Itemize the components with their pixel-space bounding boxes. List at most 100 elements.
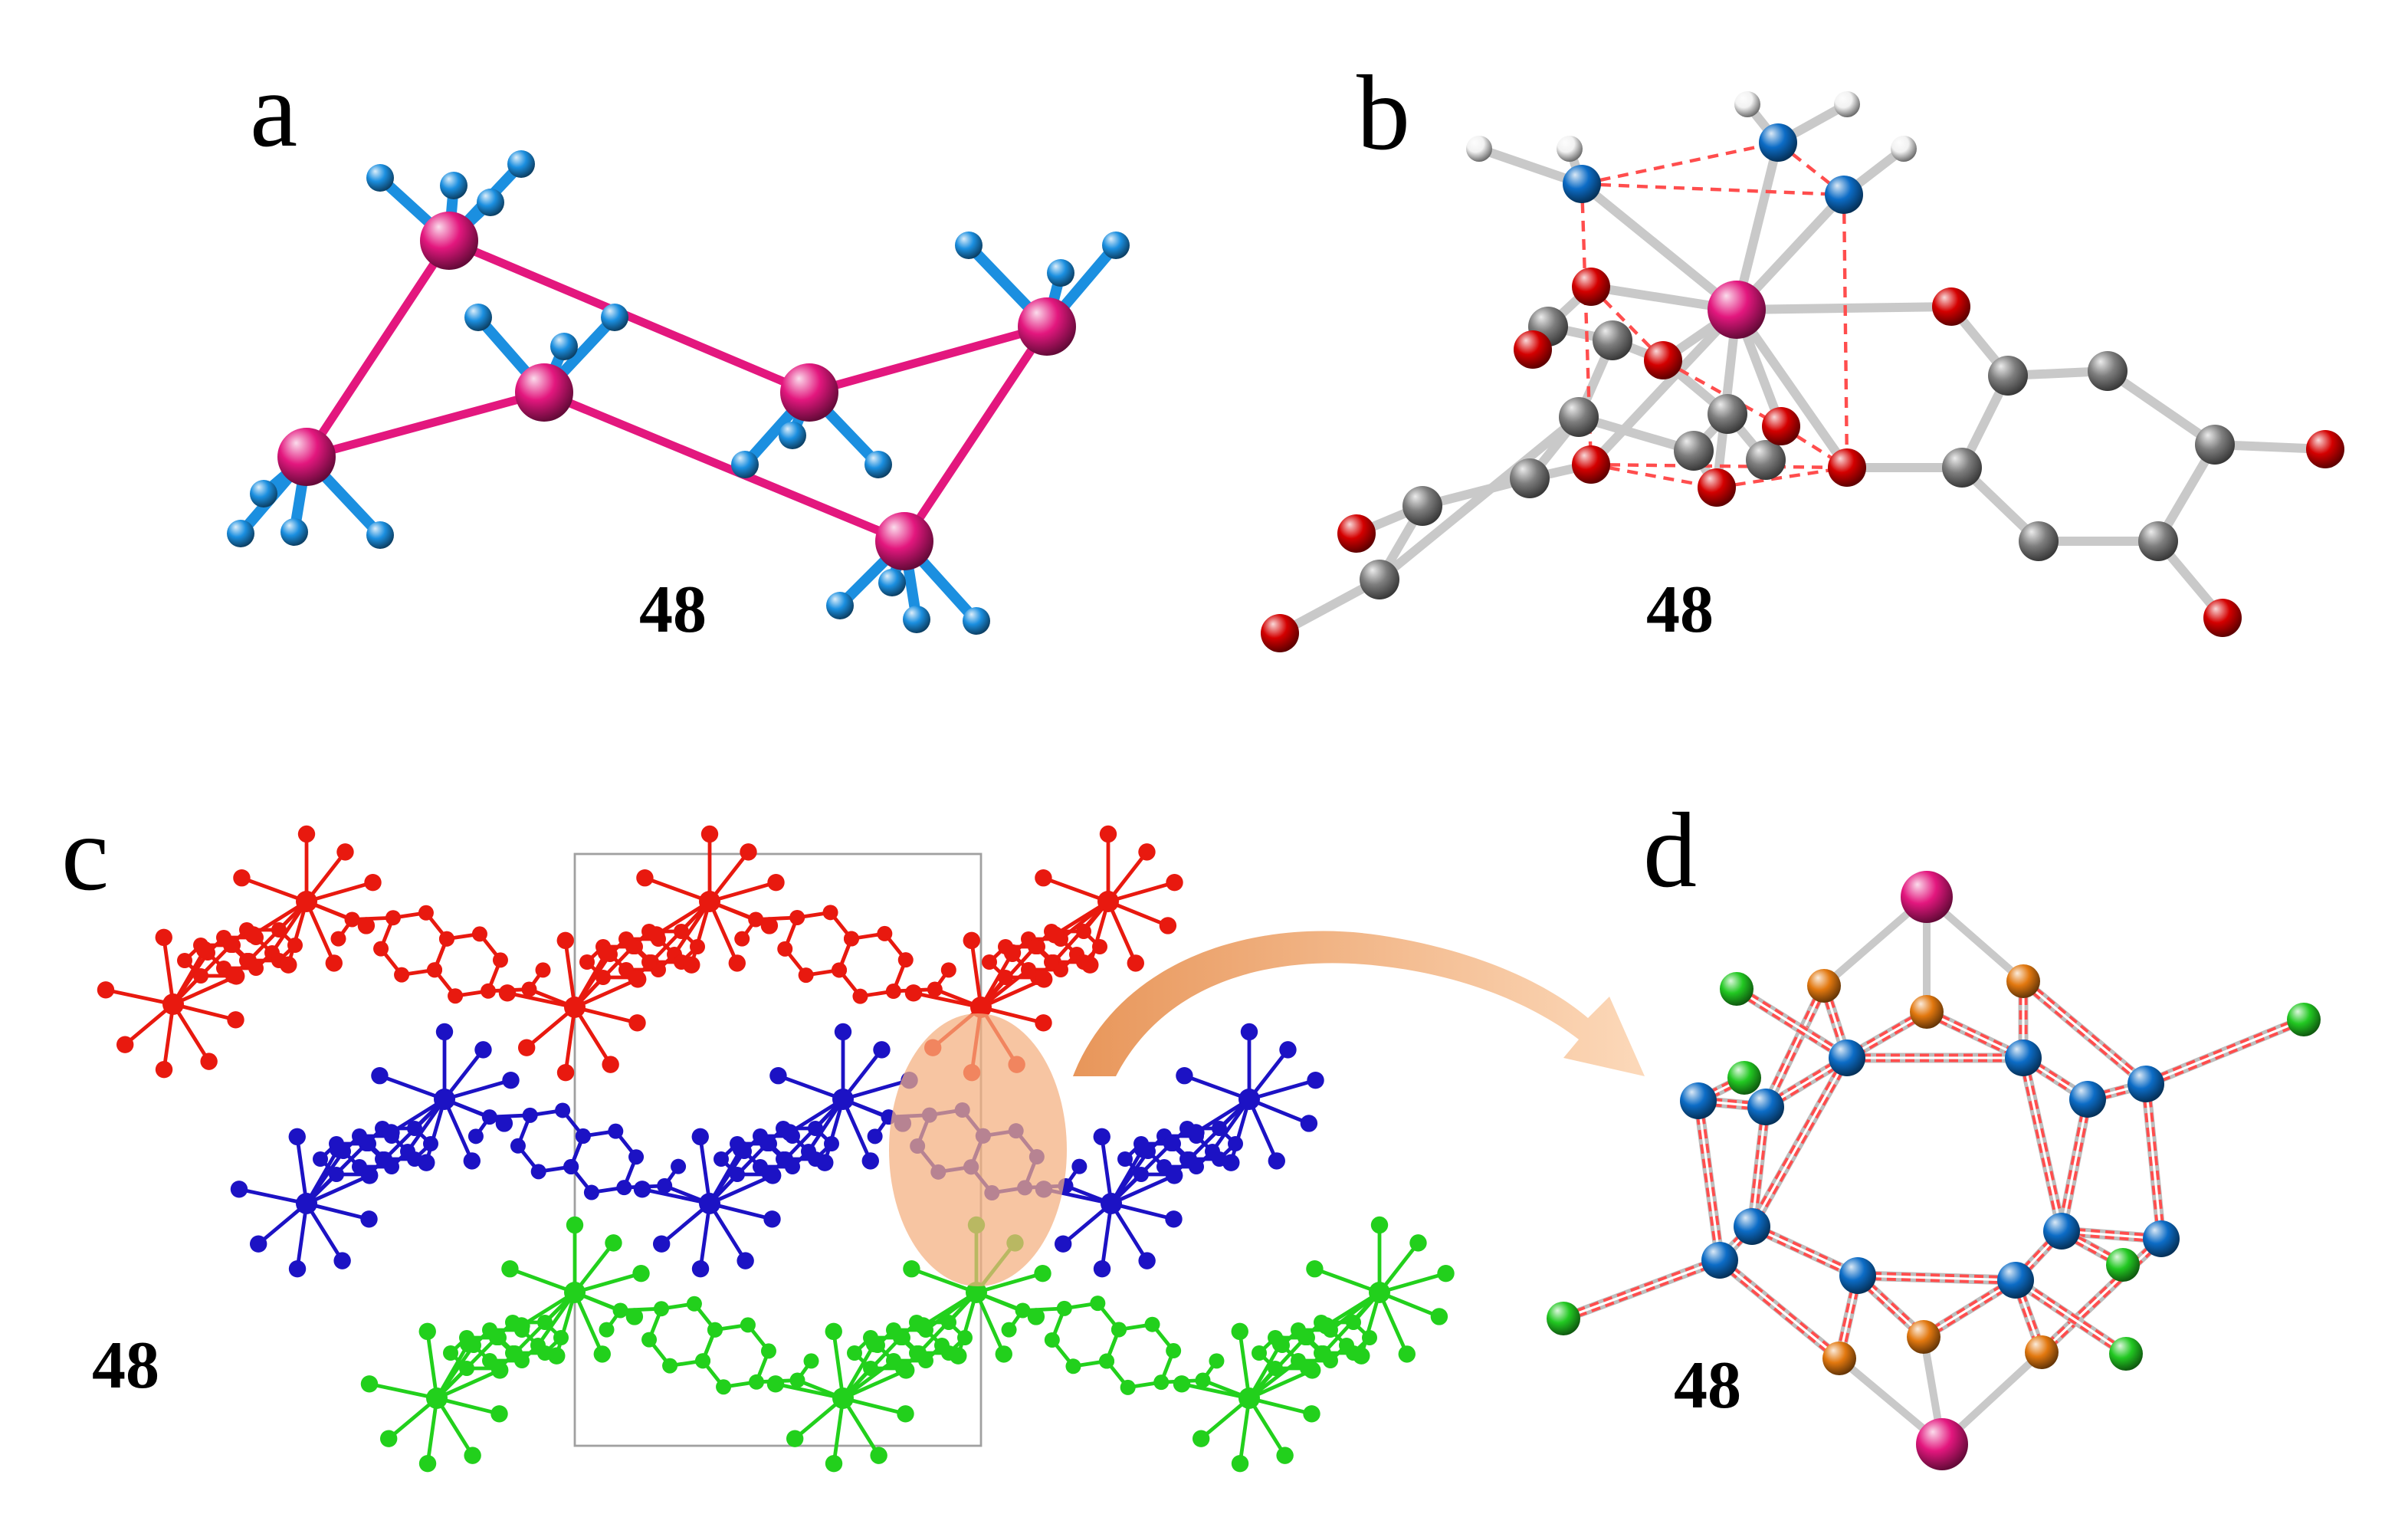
spoke-bond xyxy=(304,1201,345,1263)
red-atom xyxy=(1572,268,1610,306)
ring-atom xyxy=(641,954,657,970)
ring-atom xyxy=(1314,1345,1329,1361)
terminal-atom xyxy=(1138,1252,1156,1269)
magenta-atom xyxy=(1916,1418,1968,1470)
terminal-atom xyxy=(1093,1259,1111,1278)
terminal-atom xyxy=(963,931,980,950)
terminal-atom xyxy=(1370,1216,1389,1234)
red-dashed-line xyxy=(1581,140,1779,186)
terminal-atom xyxy=(1409,1234,1427,1252)
spoke-bond xyxy=(304,899,336,965)
panel-d: d 48 xyxy=(1547,791,2321,1470)
ring-atom xyxy=(537,1314,553,1330)
linker-atom xyxy=(927,981,943,997)
spoke-bond xyxy=(162,935,176,1007)
ring-atom xyxy=(789,909,805,925)
magenta-atom xyxy=(1901,871,1953,923)
terminal-atom xyxy=(491,1361,509,1379)
panel-c-label: c xyxy=(61,794,109,913)
spoke-bond xyxy=(1042,875,1111,904)
center-atom xyxy=(564,997,586,1018)
magenta-bond xyxy=(445,236,814,397)
spoke-bond xyxy=(698,1135,712,1206)
spoke-bond xyxy=(367,1381,439,1401)
ring-atom xyxy=(1111,1322,1127,1338)
terminal-atom xyxy=(825,1322,842,1341)
panel-d-structure xyxy=(1547,871,2321,1470)
terminal-atom xyxy=(1276,1447,1294,1464)
ring-atom xyxy=(1291,1353,1306,1369)
terminal-atom xyxy=(360,1375,379,1393)
terminal-atom xyxy=(325,954,343,972)
ring-atom xyxy=(716,1379,732,1395)
ring-atom xyxy=(714,1151,729,1167)
terminal-atom xyxy=(502,1071,520,1089)
spoke-bond xyxy=(563,938,577,1010)
terminal-atom xyxy=(288,1259,307,1278)
ring-atom xyxy=(1065,1358,1081,1374)
blue-atom xyxy=(477,189,504,216)
spoke-bond xyxy=(707,1173,775,1206)
red-dashed-line xyxy=(1590,462,1848,470)
grey-atom xyxy=(1510,458,1550,498)
grey-atom xyxy=(1360,560,1399,599)
ring-atom xyxy=(563,1158,579,1174)
ring-atom xyxy=(1090,1296,1106,1312)
terminal-atom xyxy=(566,1216,584,1234)
white-atom xyxy=(1557,136,1583,162)
terminal-atom xyxy=(1279,1041,1297,1059)
terminal-atom xyxy=(1187,1124,1205,1141)
center-atom xyxy=(832,1089,854,1110)
ring-atom xyxy=(1153,1374,1170,1391)
terminal-atom xyxy=(1099,825,1117,843)
terminal-atom xyxy=(593,1345,611,1363)
blue-atom xyxy=(1680,1082,1717,1119)
terminal-atom xyxy=(364,873,382,892)
center-atom xyxy=(1097,891,1119,912)
ring-atom xyxy=(625,939,641,954)
spoke-bond xyxy=(1088,899,1111,967)
terminal-atom xyxy=(379,1430,398,1447)
terminal-atom xyxy=(602,1056,619,1073)
center-atom xyxy=(970,997,992,1018)
spoke-bond xyxy=(572,1271,643,1295)
terminal-atom xyxy=(1307,1071,1324,1089)
ring-atom xyxy=(1252,1345,1267,1361)
ring-atom xyxy=(824,1136,839,1151)
terminal-atom xyxy=(297,825,316,843)
ring-atom xyxy=(579,954,595,970)
terminal-atom xyxy=(360,1210,378,1228)
center-atom xyxy=(1369,1282,1390,1303)
spoke-bond xyxy=(1238,1329,1252,1401)
ring-atom xyxy=(852,988,868,1004)
terminal-atom xyxy=(691,1259,710,1278)
terminal-atom xyxy=(548,1347,566,1365)
terminal-atom xyxy=(1303,1405,1320,1423)
spoke-bond xyxy=(1109,1201,1150,1263)
grey-atom xyxy=(1942,448,1982,488)
terminal-atom xyxy=(1240,1023,1258,1041)
terminal-atom xyxy=(195,941,214,959)
spoke-bond xyxy=(286,899,309,967)
ring-atom xyxy=(1179,1151,1195,1168)
terminal-atom xyxy=(200,1053,218,1070)
panel-b-label: b xyxy=(1357,54,1410,172)
terminal-atom xyxy=(418,1322,436,1341)
terminal-atom xyxy=(556,1063,575,1082)
linker-atom xyxy=(748,911,764,928)
ring-atom xyxy=(1044,1332,1060,1348)
terminal-atom xyxy=(995,1345,1012,1363)
ring-atom xyxy=(459,1361,474,1377)
blue-atom xyxy=(826,592,854,619)
terminal-atom xyxy=(155,928,172,947)
terminal-atom xyxy=(1159,917,1177,934)
terminal-atom xyxy=(556,931,574,950)
grey-atom xyxy=(1402,486,1442,526)
terminal-atom xyxy=(769,1067,787,1085)
terminal-atom xyxy=(336,843,354,861)
highlight-ellipse xyxy=(889,1013,1067,1286)
ring-atom xyxy=(618,962,634,978)
linker-atom xyxy=(344,911,360,928)
blue-atom xyxy=(280,518,308,546)
red-dashed-line xyxy=(1662,359,1783,428)
